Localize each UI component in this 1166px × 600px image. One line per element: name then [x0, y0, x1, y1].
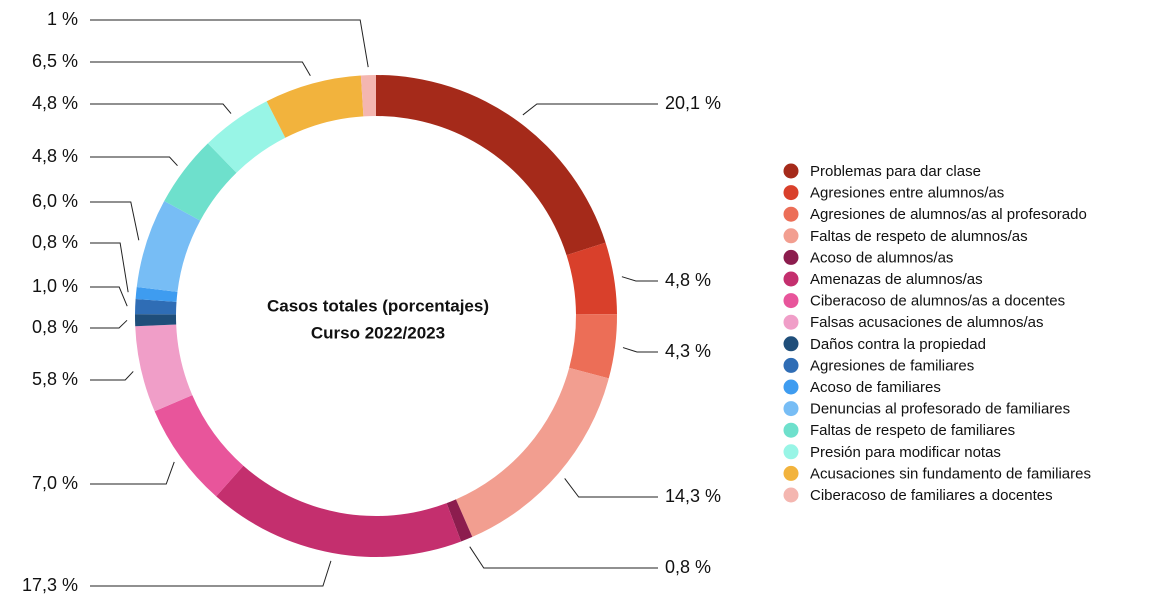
legend-label: Presión para modificar notas: [810, 444, 1001, 461]
leader-line: [90, 242, 129, 293]
leader-line: [622, 347, 658, 353]
leader-line: [90, 103, 232, 114]
data-label: 7,0 %: [32, 473, 78, 493]
legend-label: Faltas de respeto de familiares: [810, 422, 1015, 439]
slice: [266, 75, 364, 138]
legend-label: Agresiones de familiares: [810, 357, 974, 374]
legend-label: Denuncias al profesorado de familiares: [810, 401, 1070, 418]
data-label: 14,3 %: [665, 486, 721, 506]
slice: [135, 298, 177, 315]
legend-label: Acoso de familiares: [810, 379, 941, 396]
leader-line: [621, 276, 658, 282]
data-label: 5,8 %: [32, 369, 78, 389]
slice: [216, 465, 462, 558]
leader-line: [90, 201, 140, 241]
legend-label: Falsas acusaciones de alumnos/as: [810, 314, 1043, 331]
data-label: 6,0 %: [32, 191, 78, 211]
data-label: 4,8 %: [665, 270, 711, 290]
legend-swatch: [783, 401, 799, 417]
legend-swatch: [783, 249, 799, 265]
legend-label: Agresiones entre alumnos/as: [810, 185, 1004, 202]
leader-line: [90, 560, 332, 587]
legend-swatch: [783, 314, 799, 330]
legend-swatch: [783, 422, 799, 438]
slice: [455, 367, 609, 537]
chart-subtitle: Curso 2022/2023: [311, 323, 445, 342]
slice: [446, 499, 473, 542]
legend-swatch: [783, 487, 799, 503]
data-label: 4,3 %: [665, 341, 711, 361]
leader-line: [90, 61, 311, 77]
data-label: 6,5 %: [32, 51, 78, 71]
slice: [135, 314, 177, 327]
slice: [207, 101, 286, 173]
data-label: 0,8 %: [32, 317, 78, 337]
leader-line: [90, 319, 128, 329]
legend-label: Acoso de alumnos/as: [810, 249, 953, 266]
slice: [154, 395, 244, 497]
leader-line: [469, 546, 658, 569]
legend-label: Daños contra la propiedad: [810, 336, 986, 353]
legend-swatch: [783, 357, 799, 373]
legend-label: Faltas de respeto de alumnos/as: [810, 228, 1028, 245]
slice: [164, 143, 237, 221]
leader-line: [90, 286, 128, 307]
legend-swatch: [783, 271, 799, 287]
slice: [566, 242, 617, 315]
legend-label: Acusaciones sin fundamento de familiares: [810, 465, 1091, 482]
data-label: 4,8 %: [32, 93, 78, 113]
legend-label: Amenazas de alumnos/as: [810, 271, 983, 288]
legend-label: Ciberacoso de familiares a docentes: [810, 487, 1053, 504]
slice: [569, 314, 617, 379]
slice: [135, 286, 178, 302]
legend-swatch: [783, 444, 799, 460]
data-label: 0,8 %: [665, 557, 711, 577]
legend-swatch: [783, 293, 799, 309]
legend-swatch: [783, 185, 799, 201]
data-label: 17,3 %: [22, 575, 78, 595]
data-label: 0,8 %: [32, 232, 78, 252]
data-label: 1 %: [47, 9, 78, 29]
leader-line: [522, 103, 658, 116]
leader-line: [90, 461, 175, 485]
legend-label: Agresiones de alumnos/as al profesorado: [810, 206, 1087, 223]
leader-line: [564, 478, 658, 498]
data-label: 1,0 %: [32, 276, 78, 296]
leader-line: [90, 156, 178, 167]
legend-label: Ciberacoso de alumnos/as a docentes: [810, 293, 1065, 310]
slice: [135, 324, 193, 412]
slice: [360, 75, 376, 117]
slice: [376, 75, 606, 256]
data-label: 4,8 %: [32, 146, 78, 166]
chart-title: Casos totales (porcentajes): [267, 296, 489, 315]
legend-swatch: [783, 206, 799, 222]
data-label: 20,1 %: [665, 93, 721, 113]
leader-line: [90, 371, 134, 381]
leader-line: [90, 19, 369, 68]
legend-swatch: [783, 163, 799, 179]
legend-swatch: [783, 228, 799, 244]
legend-swatch: [783, 465, 799, 481]
legend-label: Problemas para dar clase: [810, 163, 981, 180]
slice: [136, 200, 201, 292]
legend-swatch: [783, 379, 799, 395]
legend-swatch: [783, 336, 799, 352]
